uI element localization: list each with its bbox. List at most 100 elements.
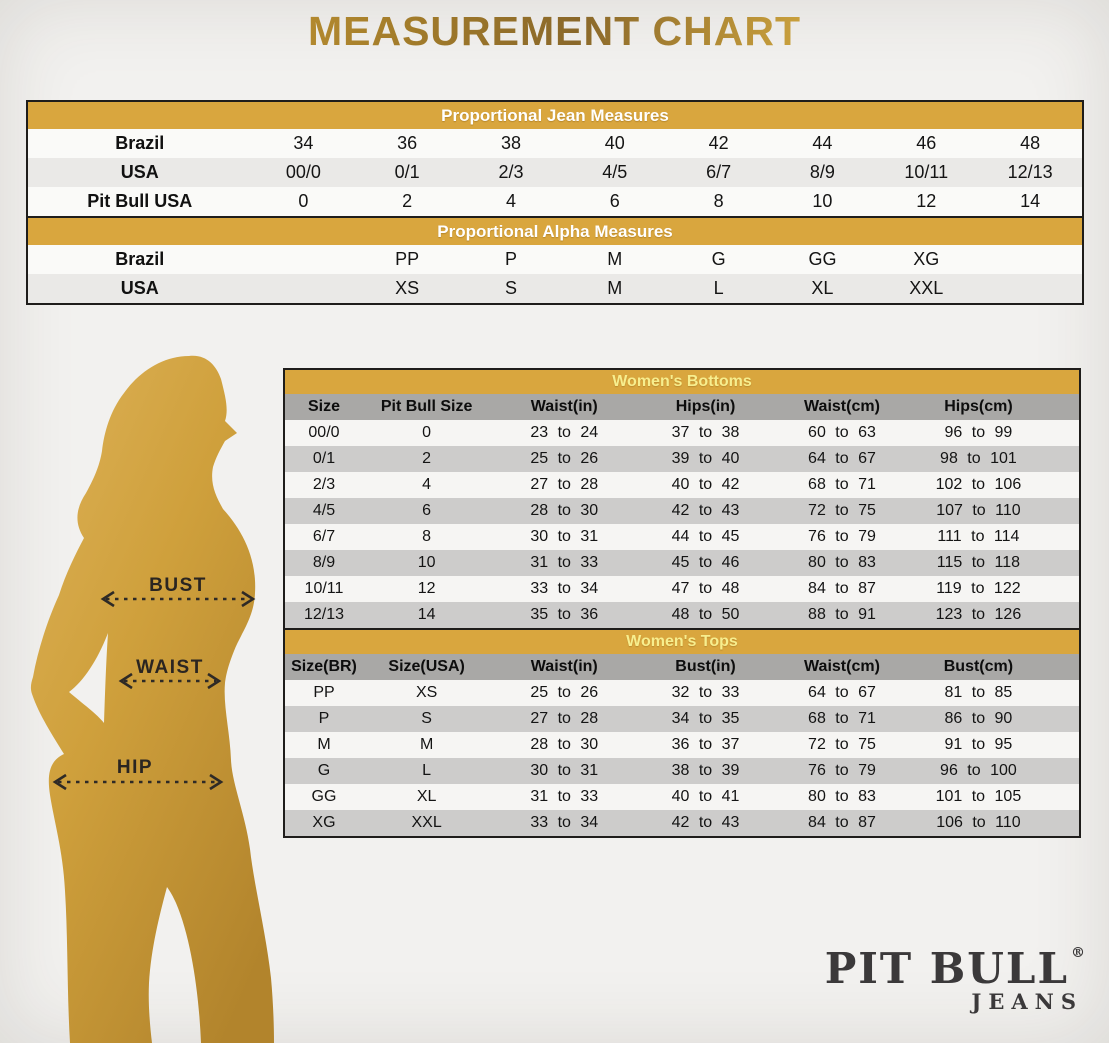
table-cell: 00/0 [285,162,321,182]
table-row: 10/11 12 33 to 34 47 to 48 84 to 87 119 to 12… [285,576,1079,602]
column-header: Bust(cm) [943,658,1014,675]
table-cell: 33 to 34 [530,580,599,597]
table-cell: 80 to 83 [808,554,876,571]
table-cell: XXL [411,814,442,831]
column-header: Waist(in) [530,658,598,675]
table-cell: S [504,278,517,298]
table-cell: 31 to 33 [530,554,599,571]
table-cell: 106 to 110 [936,814,1021,831]
table-row: P S 27 to 28 34 to 35 68 to 71 86 to 90 [285,706,1079,732]
table-cell: 4 [422,476,432,493]
alpha-measures-section: Proportional Alpha Measures Brazil PP P M G G… [28,216,1082,303]
table-cell: 25 to 26 [530,450,599,467]
table-cell: 0 [298,191,309,211]
table-cell: 12/13 [303,606,344,623]
table-row: PP XS 25 to 26 32 to 33 64 to 67 81 to 85 [285,680,1079,706]
column-header: Waist(in) [530,398,598,415]
table-cell: 8/9 [312,554,336,571]
table-row: 12/13 14 35 to 36 48 to 50 88 to 91 123 to 12… [285,602,1079,628]
column-header: Size(USA) [388,658,465,675]
table-cell: 12/13 [1007,162,1053,182]
table-cell: 25 to 26 [530,684,599,701]
registered-mark: ® [1071,945,1085,961]
table-cell: 115 to 118 [936,554,1021,571]
table-cell: 30 to 31 [530,762,599,779]
table-cell: 40 to 41 [671,788,740,805]
womens-tops-header: Women's Tops [285,630,1079,654]
table-cell: 72 to 75 [808,502,876,519]
row-label: USA [120,278,159,298]
table-row: G L 30 to 31 38 to 39 76 to 79 96 to 100 [285,758,1079,784]
table-cell: 00/0 [308,424,340,441]
table-cell: 28 to 30 [530,502,599,519]
hip-label: HIP [117,757,153,778]
table-cell: 42 [708,133,729,153]
womens-bottoms-header: Women's Bottoms [285,370,1079,394]
table-cell: M [607,278,623,298]
table-cell [978,274,1082,303]
table-cell: 12 [417,580,436,597]
table-cell: 40 [604,133,625,153]
table-cell: 101 to 105 [935,788,1022,805]
table-cell: 31 to 33 [530,788,599,805]
table-cell: 98 to 101 [940,450,1017,467]
alpha-measures-body: Brazil PP P M G GG XG USA XS S M L XL XXL [28,245,1082,303]
table-cell: PP [395,249,420,269]
table-cell: 68 to 71 [808,476,876,493]
table-row: 00/0 0 23 to 24 37 to 38 60 to 63 96 to 99 [285,420,1079,446]
column-header: Waist(cm) [804,658,880,675]
row-label: Brazil [115,249,165,269]
table-cell: G [317,762,331,779]
table-cell: 14 [417,606,436,623]
table-cell: 84 to 87 [808,814,876,831]
table-cell: 47 to 48 [671,580,740,597]
table-cell: 2 [422,450,432,467]
table-cell: 37 to 38 [671,424,740,441]
table-cell: 44 [812,133,833,153]
table-cell: 111 to 114 [937,528,1020,545]
table-cell: 27 to 28 [530,710,599,727]
table-cell: 76 to 79 [808,528,876,545]
brand-logo: PIT BULL ® JEANS [825,945,1085,1015]
table-cell: 4/5 [602,162,628,182]
table-cell: 34 [293,133,314,153]
table-cell: S [421,710,432,727]
brand-name: PIT BULL ® [825,945,1085,992]
hip-arrowhead-left [52,773,67,791]
table-row: GG XL 31 to 33 40 to 41 80 to 83 101 to 105 [285,784,1079,810]
table-cell: 2/3 [498,162,524,182]
table-cell: 10/11 [904,162,949,182]
table-cell: 6 [609,191,620,211]
table-cell: 64 to 67 [808,684,876,701]
table-cell: 28 to 30 [530,736,599,753]
table-row: XG XXL 33 to 34 42 to 43 84 to 87 106 to 110 [285,810,1079,836]
table-cell: 107 to 110 [936,502,1021,519]
table-cell: 96 to 100 [940,762,1017,779]
table-header-row: Size Pit Bull Size Waist(in) Hips(in) Waist(… [285,394,1079,420]
hip-arrowhead-right [209,773,224,791]
table-cell: 88 to 91 [808,606,876,623]
brand-sub: JEANS [971,989,1083,1015]
table-cell: 34 to 35 [671,710,740,727]
table-cell [251,245,355,274]
table-cell: 8 [713,191,724,211]
alpha-measures-header: Proportional Alpha Measures [28,218,1082,245]
table-cell: P [318,710,330,727]
table-header-row: Size(BR) Size(USA) Waist(in) Bust(in) Waist(… [285,654,1079,680]
row-label: Pit Bull USA [87,191,193,211]
table-cell: 6 [422,502,432,519]
table-cell: 45 to 46 [671,554,740,571]
table-cell: PP [313,684,335,701]
table-cell: 86 to 90 [944,710,1013,727]
table-cell: 0/1 [394,162,420,182]
table-cell: 6/7 [312,528,336,545]
arm-gap [69,633,108,723]
table-cell: 27 to 28 [530,476,599,493]
table-cell: 38 [500,133,521,153]
jean-measures-body: Brazil 34 36 38 40 42 44 46 48 USA 00/0 0/1 2/3 4/5 6/… [28,129,1082,216]
table-cell: 60 to 63 [808,424,876,441]
table-row: USA XS S M L XL XXL [28,274,1082,303]
woman-silhouette: BUST WAIST HIP [30,355,274,1043]
table-cell: XL [811,278,834,298]
